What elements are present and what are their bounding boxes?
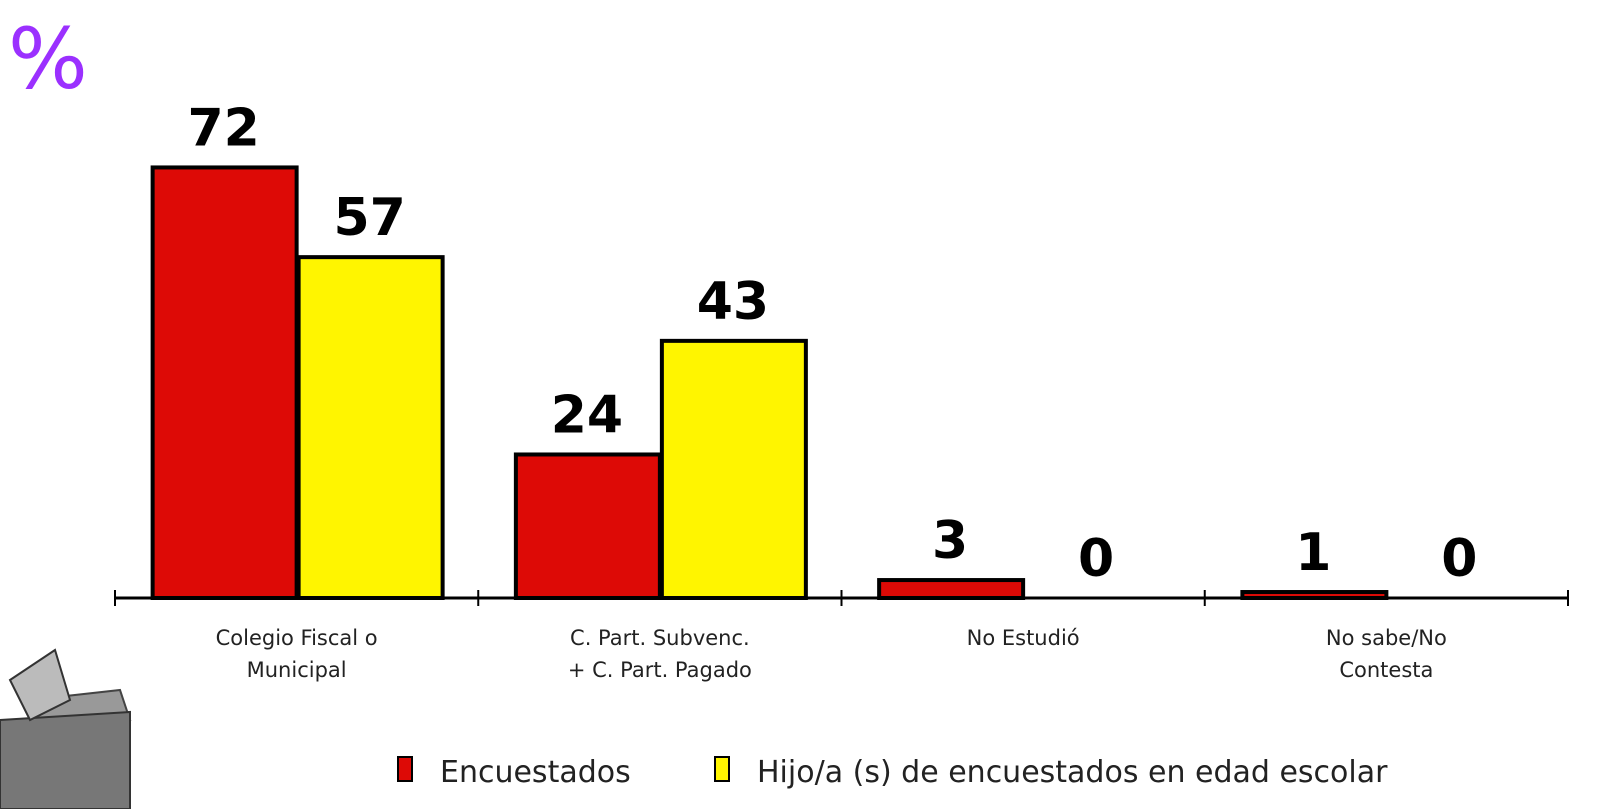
legend-label: Hijo/a (s) de encuestados en edad escola…	[757, 755, 1388, 790]
x-tick-label: No sabe/No Contesta	[1286, 622, 1486, 686]
bar	[879, 580, 1023, 598]
x-tick-label: C. Part. Subvenc. + C. Part. Pagado	[560, 622, 760, 686]
x-tick-label: No Estudió	[923, 622, 1123, 654]
x-tick-label: Colegio Fiscal o Municipal	[197, 622, 397, 686]
legend-swatch	[715, 757, 729, 781]
value-label: 72	[187, 98, 259, 158]
bar	[516, 454, 660, 598]
value-label: 57	[333, 188, 405, 248]
y-axis-label: %	[8, 10, 88, 108]
bar	[1242, 592, 1386, 598]
value-label: 0	[1078, 529, 1114, 589]
page: {"chart_data": {"type": "bar", "y_label"…	[0, 0, 1599, 809]
legend-swatch	[398, 757, 412, 781]
bar	[153, 167, 297, 598]
value-label: 24	[551, 385, 623, 445]
bar	[299, 257, 443, 598]
bar	[662, 341, 806, 598]
value-label: 3	[932, 511, 968, 571]
chart: % 72 57 24 43 3 0 1 0 Encuestados Hijo/a (s) de e…	[0, 0, 1599, 809]
value-label: 43	[697, 272, 769, 332]
legend-label: Encuestados	[440, 755, 631, 790]
decorative-icon	[0, 650, 130, 809]
value-label: 1	[1295, 523, 1331, 583]
value-label: 0	[1441, 529, 1477, 589]
